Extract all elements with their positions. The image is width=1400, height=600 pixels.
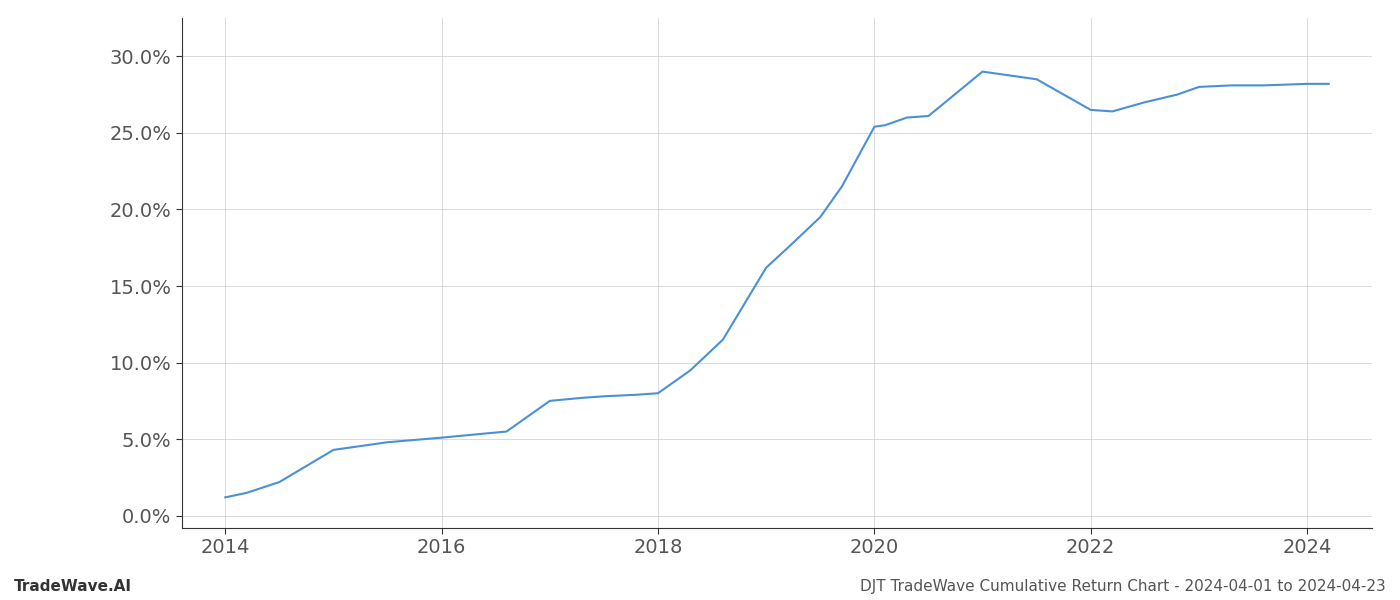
Text: TradeWave.AI: TradeWave.AI bbox=[14, 579, 132, 594]
Text: DJT TradeWave Cumulative Return Chart - 2024-04-01 to 2024-04-23: DJT TradeWave Cumulative Return Chart - … bbox=[860, 579, 1386, 594]
